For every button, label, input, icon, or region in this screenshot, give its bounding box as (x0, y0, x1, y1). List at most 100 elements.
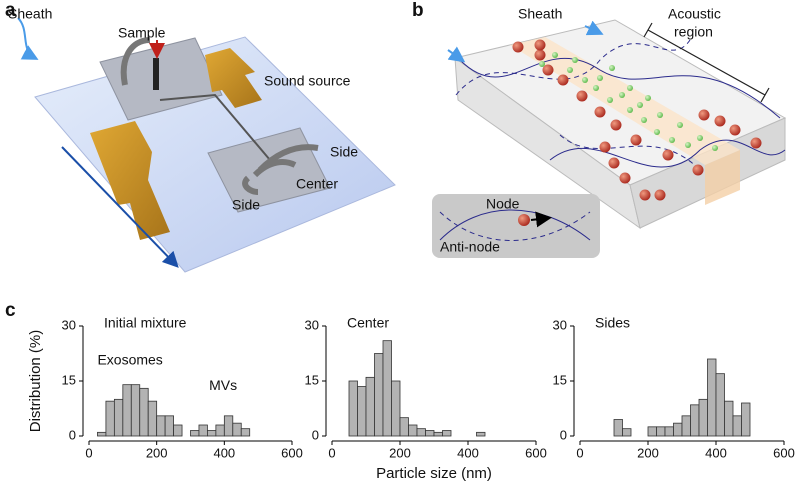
particle (657, 112, 663, 118)
x-axis-label: Particle size (nm) (376, 465, 492, 482)
bracket (643, 22, 770, 103)
bar (122, 384, 132, 437)
bar (656, 426, 666, 437)
x-tick-label: 200 (146, 445, 168, 460)
bar (139, 387, 149, 437)
particle (582, 77, 588, 83)
tube (252, 159, 297, 178)
panel-a: Sheath Sample Sound source Side Center S… (8, 6, 396, 273)
panel-b: b Sheath Acoustic region Node Anti-node (412, 0, 787, 258)
bracket (647, 29, 766, 96)
arrow (447, 46, 466, 63)
wave (549, 139, 786, 168)
particle (512, 41, 524, 53)
electrode (205, 48, 262, 108)
label: Node (486, 196, 520, 212)
y-tick-label: 0 (560, 427, 567, 442)
bar (164, 415, 174, 437)
y-axis-label: Distribution (%) (27, 330, 44, 433)
wave (439, 211, 591, 241)
bar (348, 380, 358, 437)
x-tick-label: 0 (576, 445, 583, 460)
inlet (153, 58, 159, 90)
particle (639, 189, 651, 201)
x-tick-label: 200 (637, 445, 659, 460)
panel-label: b (412, 0, 424, 21)
histograms: 0 15 30 0 200 400 600 Initial mixture Distributi… (27, 315, 795, 482)
bar (425, 430, 435, 437)
wave (559, 134, 701, 171)
bar (408, 424, 418, 437)
x-tick-label: 200 (389, 445, 411, 460)
bar (357, 386, 367, 437)
bar (232, 422, 242, 437)
label: Sheath (518, 6, 562, 22)
bar (240, 428, 251, 437)
particle (593, 85, 599, 91)
particle (714, 115, 726, 127)
y-tick-label: 15 (305, 372, 319, 387)
particle (654, 129, 660, 135)
particle (729, 124, 741, 136)
y-tick-label: 30 (553, 317, 567, 332)
x-tick-label: 400 (705, 445, 727, 460)
annotation: MVs (209, 377, 237, 393)
bar (698, 398, 708, 437)
wave (459, 58, 781, 119)
tube (120, 37, 151, 86)
label: Acoustic (668, 6, 721, 22)
particle (534, 39, 546, 51)
x-tick-label: 600 (773, 445, 795, 460)
bar (365, 376, 375, 437)
label: region (674, 24, 713, 40)
particle (539, 61, 545, 67)
particle (619, 172, 631, 184)
particle (641, 117, 647, 123)
particle (637, 102, 643, 108)
channel (159, 93, 271, 161)
label: Side (330, 144, 358, 160)
x-tick-label: 0 (85, 445, 92, 460)
x-tick-label: 0 (328, 445, 335, 460)
wave (439, 209, 591, 241)
bar (147, 400, 158, 437)
y-tick-label: 30 (62, 317, 76, 332)
particle (599, 141, 611, 153)
bar (190, 430, 200, 437)
bar (647, 426, 657, 437)
x-tick-label: 600 (525, 445, 547, 460)
y-tick-label: 15 (553, 372, 567, 387)
bar (130, 384, 141, 437)
bar (382, 340, 392, 437)
particle (627, 85, 633, 91)
particle (552, 52, 558, 58)
bar (476, 431, 486, 437)
particle (645, 95, 651, 101)
particle (654, 189, 666, 201)
bar (681, 415, 691, 437)
bar (416, 428, 426, 437)
bar (715, 373, 725, 437)
bar (724, 400, 734, 437)
annotation: Exosomes (97, 352, 162, 368)
particle (697, 135, 703, 141)
bar (374, 353, 384, 437)
inset (432, 194, 600, 258)
arrow (17, 17, 39, 60)
label: Anti-node (440, 239, 500, 255)
particle (542, 64, 554, 76)
particle (557, 74, 569, 86)
bar (207, 430, 217, 437)
bar (198, 424, 208, 437)
panel-label: c (5, 300, 16, 321)
bar (223, 415, 234, 437)
bar (156, 415, 166, 437)
bar (442, 430, 452, 437)
x-tick-label: 400 (213, 445, 235, 460)
label: Side (232, 197, 260, 213)
label: Center (296, 176, 338, 192)
particle (534, 49, 546, 61)
particle (518, 214, 530, 226)
arrow (530, 211, 552, 228)
wave (455, 39, 691, 96)
